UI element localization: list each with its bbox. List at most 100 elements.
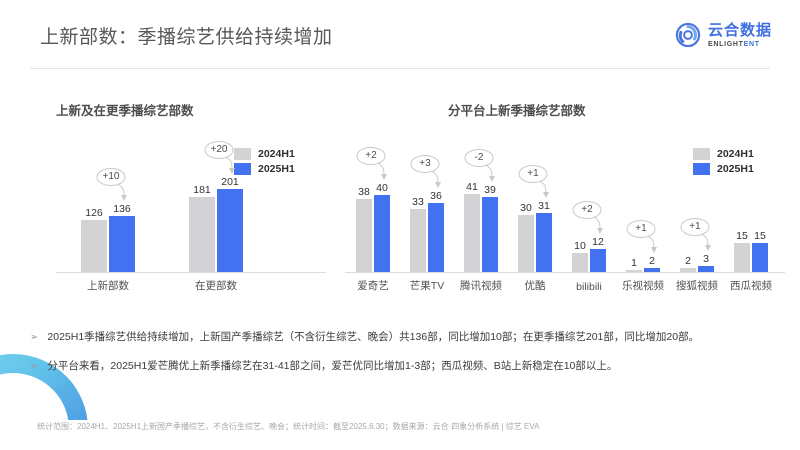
brand-name-en-part2: ENT bbox=[743, 40, 760, 48]
enlightent-logo-icon bbox=[675, 22, 701, 48]
bar-value-label: 10 bbox=[574, 240, 586, 252]
bar-value-label: 15 bbox=[736, 230, 748, 242]
bar-group: 30 31 bbox=[518, 200, 552, 272]
brand-logo: 云合数据 ENLIGHTENT bbox=[675, 22, 772, 48]
bar-series-2025h1[interactable] bbox=[590, 249, 606, 272]
legend-swatch-2025h1 bbox=[234, 163, 251, 175]
legend-label-2024h1: 2024H1 bbox=[258, 148, 295, 160]
bar-item[interactable]: 36 bbox=[428, 190, 444, 272]
brand-name-cn: 云合数据 bbox=[707, 21, 772, 39]
bar-series-2024h1[interactable] bbox=[626, 270, 642, 272]
bar-series-2024h1[interactable] bbox=[572, 253, 588, 272]
legend-label-2024h1: 2024H1 bbox=[717, 148, 754, 160]
chart-category-group: 15 15 西瓜视频 bbox=[725, 130, 777, 295]
bar-item[interactable]: 15 bbox=[734, 230, 750, 272]
bar-value-label: 39 bbox=[484, 184, 496, 196]
bar-value-label: 40 bbox=[376, 182, 388, 194]
legend-swatch-2024h1 bbox=[234, 148, 251, 160]
category-axis-label: bilibili bbox=[576, 281, 602, 293]
page-title: 上新部数：季播综艺供给持续增加 bbox=[40, 27, 333, 48]
bar-item[interactable]: 39 bbox=[482, 184, 498, 272]
category-axis-label: 芒果TV bbox=[409, 280, 445, 292]
bar-group: 181 201 bbox=[189, 176, 243, 272]
bar-item[interactable]: 38 bbox=[356, 186, 372, 272]
bar-item[interactable]: 12 bbox=[590, 236, 606, 272]
bar-item[interactable]: 33 bbox=[410, 196, 426, 272]
bar-group: 41 39 bbox=[464, 181, 498, 272]
chart-category-group: 30 31 优酷 bbox=[509, 130, 561, 295]
bar-series-2024h1[interactable] bbox=[189, 197, 215, 272]
chart-title-left: 上新及在更季播综艺部数 bbox=[56, 104, 194, 118]
bar-series-2025h1[interactable] bbox=[698, 266, 714, 272]
bar-item[interactable]: 30 bbox=[518, 202, 534, 272]
bar-series-2024h1[interactable] bbox=[356, 199, 372, 272]
bar-item[interactable]: 31 bbox=[536, 200, 552, 272]
bar-value-label: 201 bbox=[221, 176, 239, 188]
bar-item[interactable]: 2 bbox=[644, 255, 660, 272]
plot-area-left: 126 136 上新部数 +10 181 201 在更部数 +20 bbox=[56, 130, 326, 295]
chart-category-group: 38 40 爱奇艺 bbox=[347, 130, 399, 295]
legend-swatch-2024h1 bbox=[693, 148, 710, 160]
bar-series-2024h1[interactable] bbox=[410, 209, 426, 272]
bar-series-2025h1[interactable] bbox=[109, 216, 135, 272]
list-item: ➢ 分平台来看，2025H1爱芒腾优上新季播综艺在31-41部之间，爱芒优同比增… bbox=[30, 359, 775, 374]
bar-value-label: 126 bbox=[85, 207, 103, 219]
legend-item: 2025H1 bbox=[234, 163, 295, 175]
bar-item[interactable]: 1 bbox=[626, 257, 642, 272]
bar-item[interactable]: 40 bbox=[374, 182, 390, 272]
chart-category-group: 1 2 乐视视频 bbox=[617, 130, 669, 295]
bar-series-2025h1[interactable] bbox=[428, 203, 444, 272]
bar-series-2024h1[interactable] bbox=[680, 268, 696, 272]
bar-item[interactable]: 201 bbox=[217, 176, 243, 272]
bar-value-label: 3 bbox=[703, 253, 709, 265]
bar-value-label: 30 bbox=[520, 202, 532, 214]
bar-series-2025h1[interactable] bbox=[536, 213, 552, 272]
bar-series-2024h1[interactable] bbox=[81, 220, 107, 272]
brand-name-en: ENLIGHTENT bbox=[708, 41, 772, 48]
bar-series-2025h1[interactable] bbox=[217, 189, 243, 272]
category-axis-label: 优酷 bbox=[524, 280, 546, 292]
legend-item: 2025H1 bbox=[693, 163, 754, 175]
bar-item[interactable]: 41 bbox=[464, 181, 480, 272]
bullet-text: 分平台来看，2025H1爱芒腾优上新季播综艺在31-41部之间，爱芒优同比增加1… bbox=[47, 360, 618, 372]
category-axis-label: 上新部数 bbox=[87, 280, 129, 292]
bar-item[interactable]: 15 bbox=[752, 230, 768, 272]
bar-value-label: 12 bbox=[592, 236, 604, 248]
brand-name-en-part1: ENLIGHT bbox=[707, 40, 744, 48]
bar-item[interactable]: 181 bbox=[189, 184, 215, 272]
bar-group: 15 15 bbox=[734, 230, 768, 272]
x-axis-line bbox=[56, 272, 326, 273]
category-axis-label: 腾讯视频 bbox=[460, 280, 502, 292]
bar-value-label: 36 bbox=[430, 190, 442, 202]
bar-series-2025h1[interactable] bbox=[644, 268, 660, 272]
bar-item[interactable]: 126 bbox=[81, 207, 107, 272]
title-divider bbox=[30, 68, 770, 69]
bar-series-2025h1[interactable] bbox=[374, 195, 390, 272]
plot-area-right: 38 40 爱奇艺 +2 33 36 芒果TV +3 41 39 腾讯视频 -2 30 31 优酷 +1 10 1… bbox=[345, 130, 785, 295]
bar-value-label: 181 bbox=[193, 184, 211, 196]
category-axis-label: 在更部数 bbox=[195, 280, 237, 292]
arrow-bullet-icon: ➢ bbox=[30, 361, 39, 372]
chart-category-group: 41 39 腾讯视频 bbox=[455, 130, 507, 295]
chart-category-group: 181 201 在更部数 bbox=[176, 130, 256, 295]
bar-item[interactable]: 2 bbox=[680, 255, 696, 272]
bar-item[interactable]: 3 bbox=[698, 253, 714, 272]
bar-group: 38 40 bbox=[356, 182, 390, 272]
bar-series-2025h1[interactable] bbox=[752, 243, 768, 272]
footnote: 统计范围：2024H1、2025H1上新国产季播综艺，不含衍生综艺、晚会；统计时… bbox=[37, 422, 540, 431]
x-axis-line bbox=[345, 272, 785, 273]
category-axis-label: 搜狐视频 bbox=[676, 280, 718, 292]
chart-category-group: 2 3 搜狐视频 bbox=[671, 130, 723, 295]
bar-series-2024h1[interactable] bbox=[734, 243, 750, 272]
bar-value-label: 38 bbox=[358, 186, 370, 198]
bar-series-2025h1[interactable] bbox=[482, 197, 498, 272]
bar-series-2024h1[interactable] bbox=[518, 215, 534, 272]
bar-item[interactable]: 10 bbox=[572, 240, 588, 272]
bar-series-2024h1[interactable] bbox=[464, 194, 480, 272]
list-item: ➢ 2025H1季播综艺供给持续增加，上新国产季播综艺（不含衍生综艺、晚会）共1… bbox=[30, 330, 775, 345]
chart-legend-right: 2024H1 2025H1 bbox=[693, 148, 754, 175]
bar-item[interactable]: 136 bbox=[109, 203, 135, 272]
